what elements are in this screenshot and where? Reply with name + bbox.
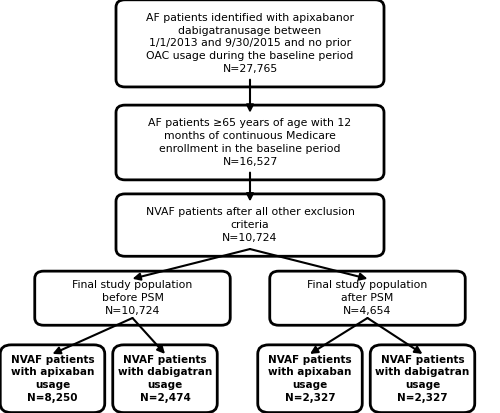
Text: NVAF patients
with dabigatran
usage
N=2,327: NVAF patients with dabigatran usage N=2,… (376, 354, 470, 403)
FancyBboxPatch shape (35, 271, 230, 325)
Text: Final study population
after PSM
N=4,654: Final study population after PSM N=4,654 (308, 280, 428, 316)
FancyBboxPatch shape (116, 194, 384, 256)
FancyBboxPatch shape (0, 345, 105, 413)
Text: NVAF patients
with apixaban
usage
N=2,327: NVAF patients with apixaban usage N=2,32… (268, 354, 352, 403)
Text: Final study population
before PSM
N=10,724: Final study population before PSM N=10,7… (72, 280, 192, 316)
FancyBboxPatch shape (270, 271, 465, 325)
Text: NVAF patients
with apixaban
usage
N=8,250: NVAF patients with apixaban usage N=8,25… (10, 354, 94, 403)
FancyBboxPatch shape (370, 345, 475, 413)
FancyBboxPatch shape (116, 0, 384, 87)
FancyBboxPatch shape (258, 345, 362, 413)
Text: AF patients ≥65 years of age with 12
months of continuous Medicare
enrollment in: AF patients ≥65 years of age with 12 mon… (148, 118, 352, 167)
FancyBboxPatch shape (113, 345, 217, 413)
FancyBboxPatch shape (116, 105, 384, 180)
Text: NVAF patients
with dabigatran
usage
N=2,474: NVAF patients with dabigatran usage N=2,… (118, 354, 212, 403)
Text: NVAF patients after all other exclusion
criteria
N=10,724: NVAF patients after all other exclusion … (146, 207, 354, 243)
Text: AF patients identified with apixabanor
dabigatranusage between
1/1/2013 and 9/30: AF patients identified with apixabanor d… (146, 13, 354, 74)
